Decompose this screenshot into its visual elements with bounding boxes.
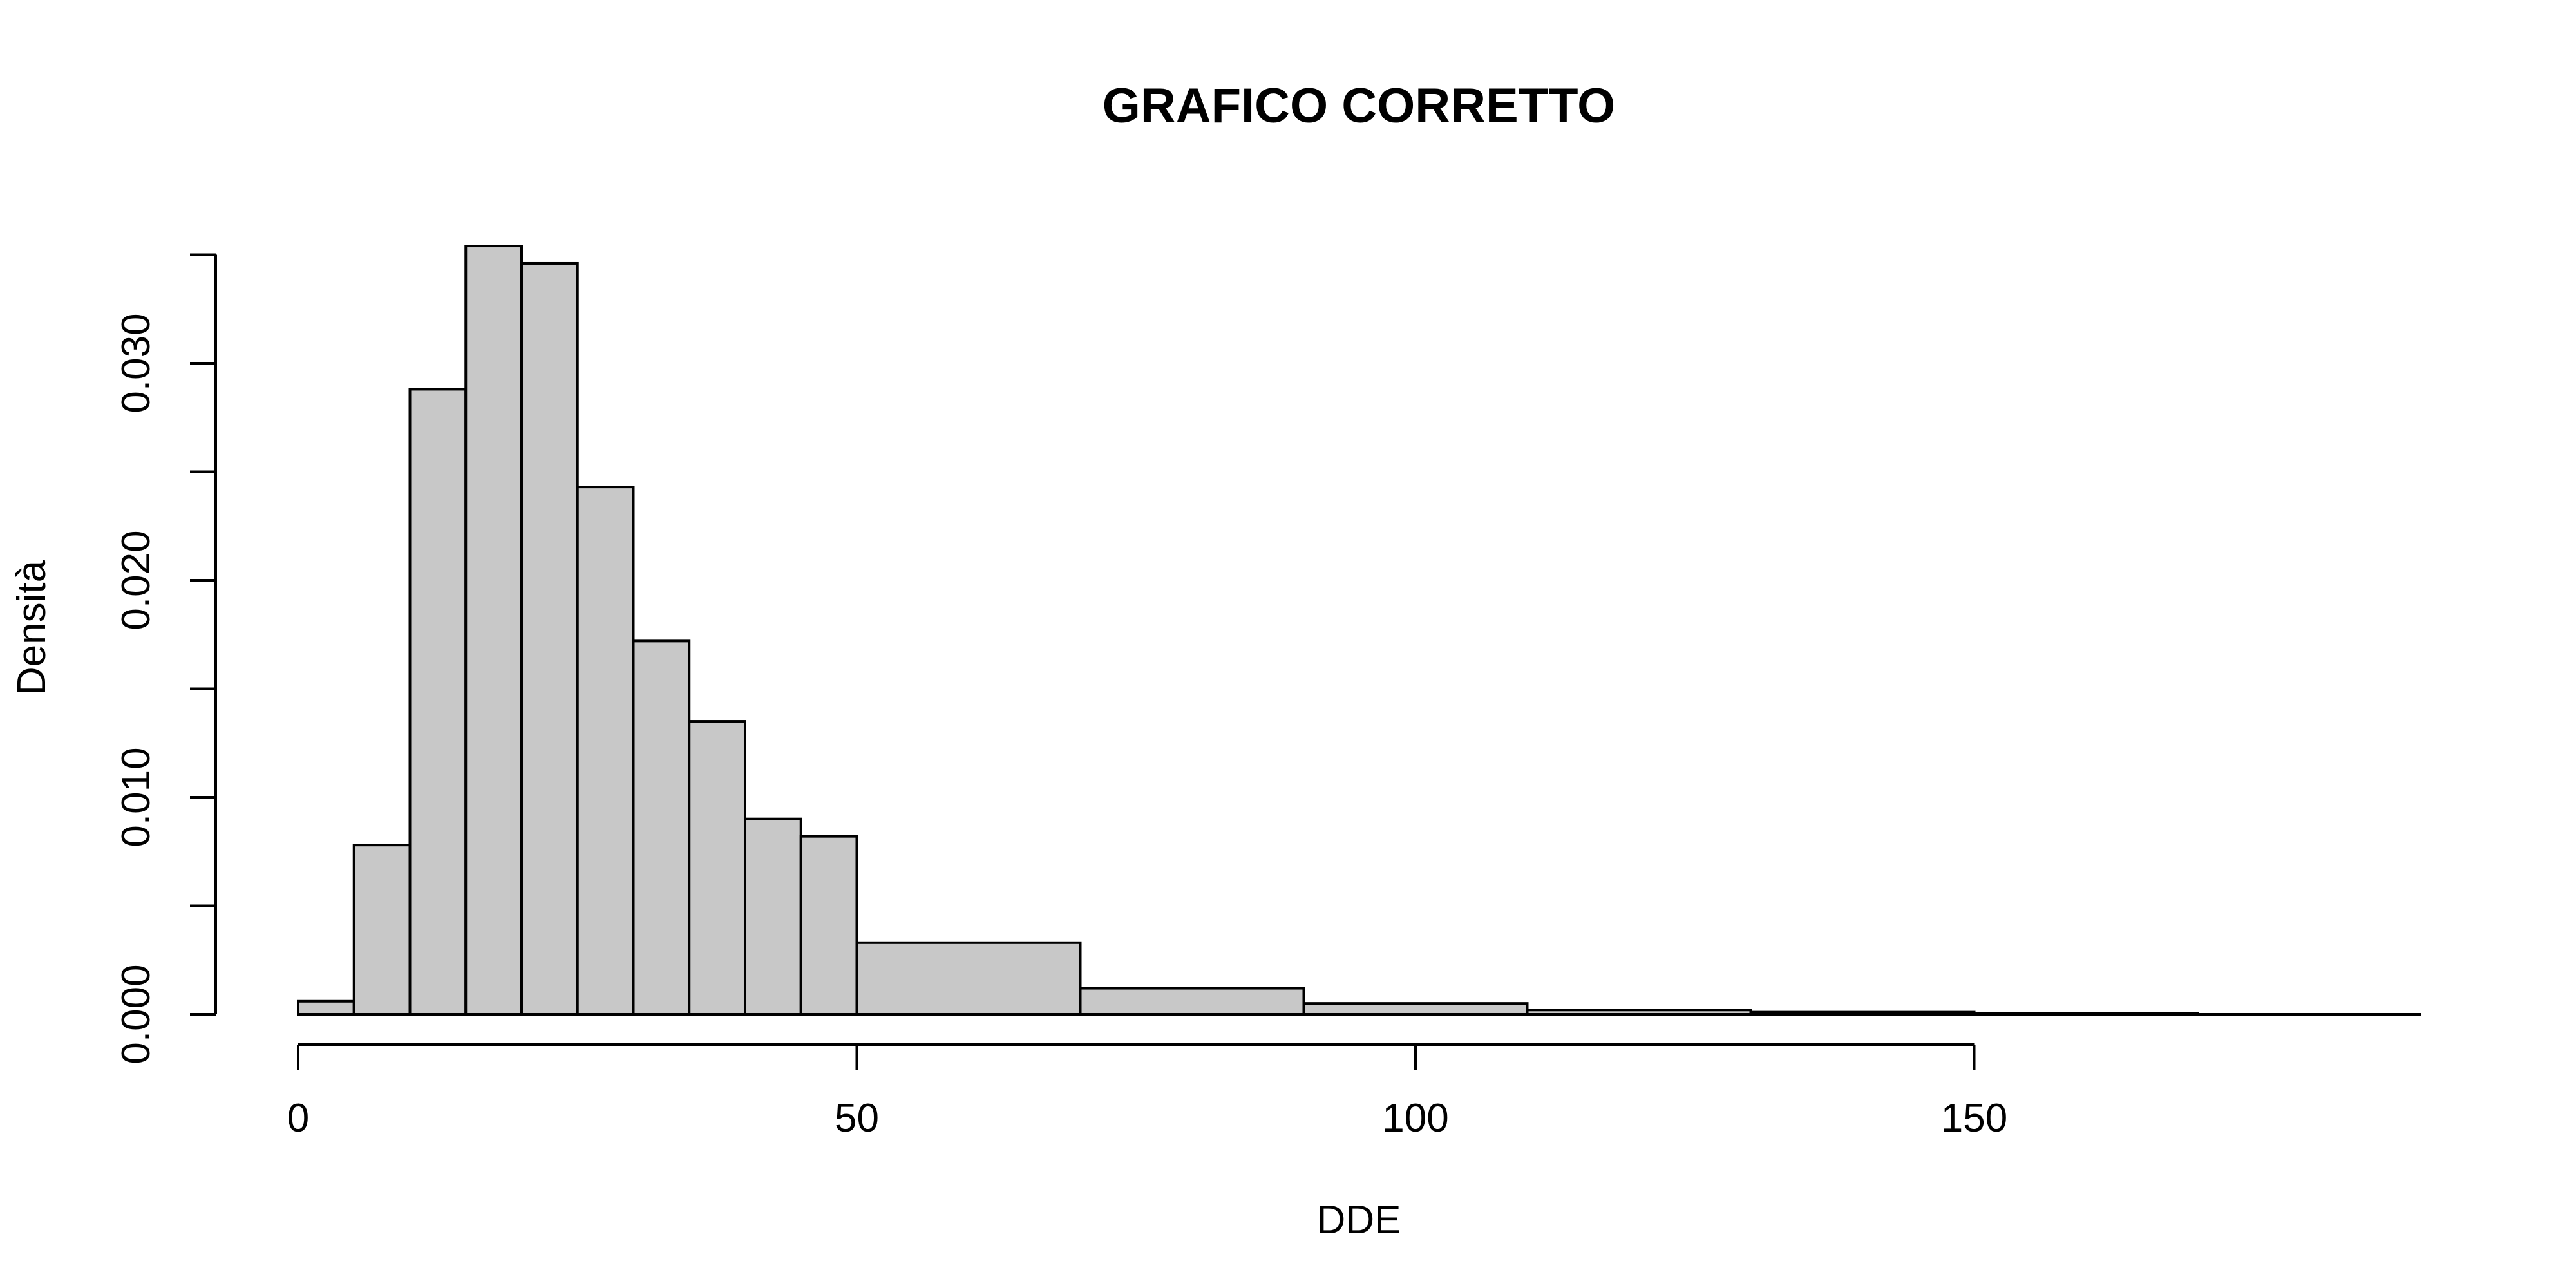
histogram-bar bbox=[576, 486, 635, 1016]
x-tick-label: 100 bbox=[1382, 1096, 1448, 1141]
chart-title: GRAFICO CORRETTO bbox=[1103, 79, 1616, 133]
y-axis: 0.000 0.010 0.020 0.030 bbox=[114, 253, 217, 1065]
histogram-bar bbox=[520, 261, 579, 1016]
y-tick-label: 0.010 bbox=[114, 747, 158, 847]
x-tick-label: 150 bbox=[1941, 1096, 2007, 1141]
y-tick-label: 0.020 bbox=[114, 530, 158, 630]
histogram-bar bbox=[297, 999, 355, 1016]
histogram-bar bbox=[464, 245, 523, 1016]
histogram-bar bbox=[632, 639, 691, 1016]
histogram-bar bbox=[799, 835, 858, 1016]
y-tick-label: 0.030 bbox=[114, 313, 158, 413]
bars-group bbox=[297, 245, 2421, 1016]
x-axis-label: DDE bbox=[1317, 1198, 1401, 1242]
y-axis-label: Densità bbox=[10, 560, 54, 696]
histogram-bar bbox=[1079, 987, 1305, 1016]
x-axis: 0 50 100 150 bbox=[287, 1043, 2007, 1141]
x-tick-label: 0 bbox=[287, 1096, 309, 1141]
histogram-bar bbox=[352, 844, 412, 1016]
y-tick-label: 0.000 bbox=[114, 964, 158, 1064]
histogram-bar bbox=[1302, 1002, 1529, 1016]
x-tick-label: 50 bbox=[835, 1096, 879, 1141]
histogram-bar bbox=[408, 388, 468, 1016]
histogram-bar bbox=[688, 720, 746, 1016]
histogram-bar bbox=[855, 941, 1082, 1016]
histogram-bar bbox=[744, 817, 802, 1016]
